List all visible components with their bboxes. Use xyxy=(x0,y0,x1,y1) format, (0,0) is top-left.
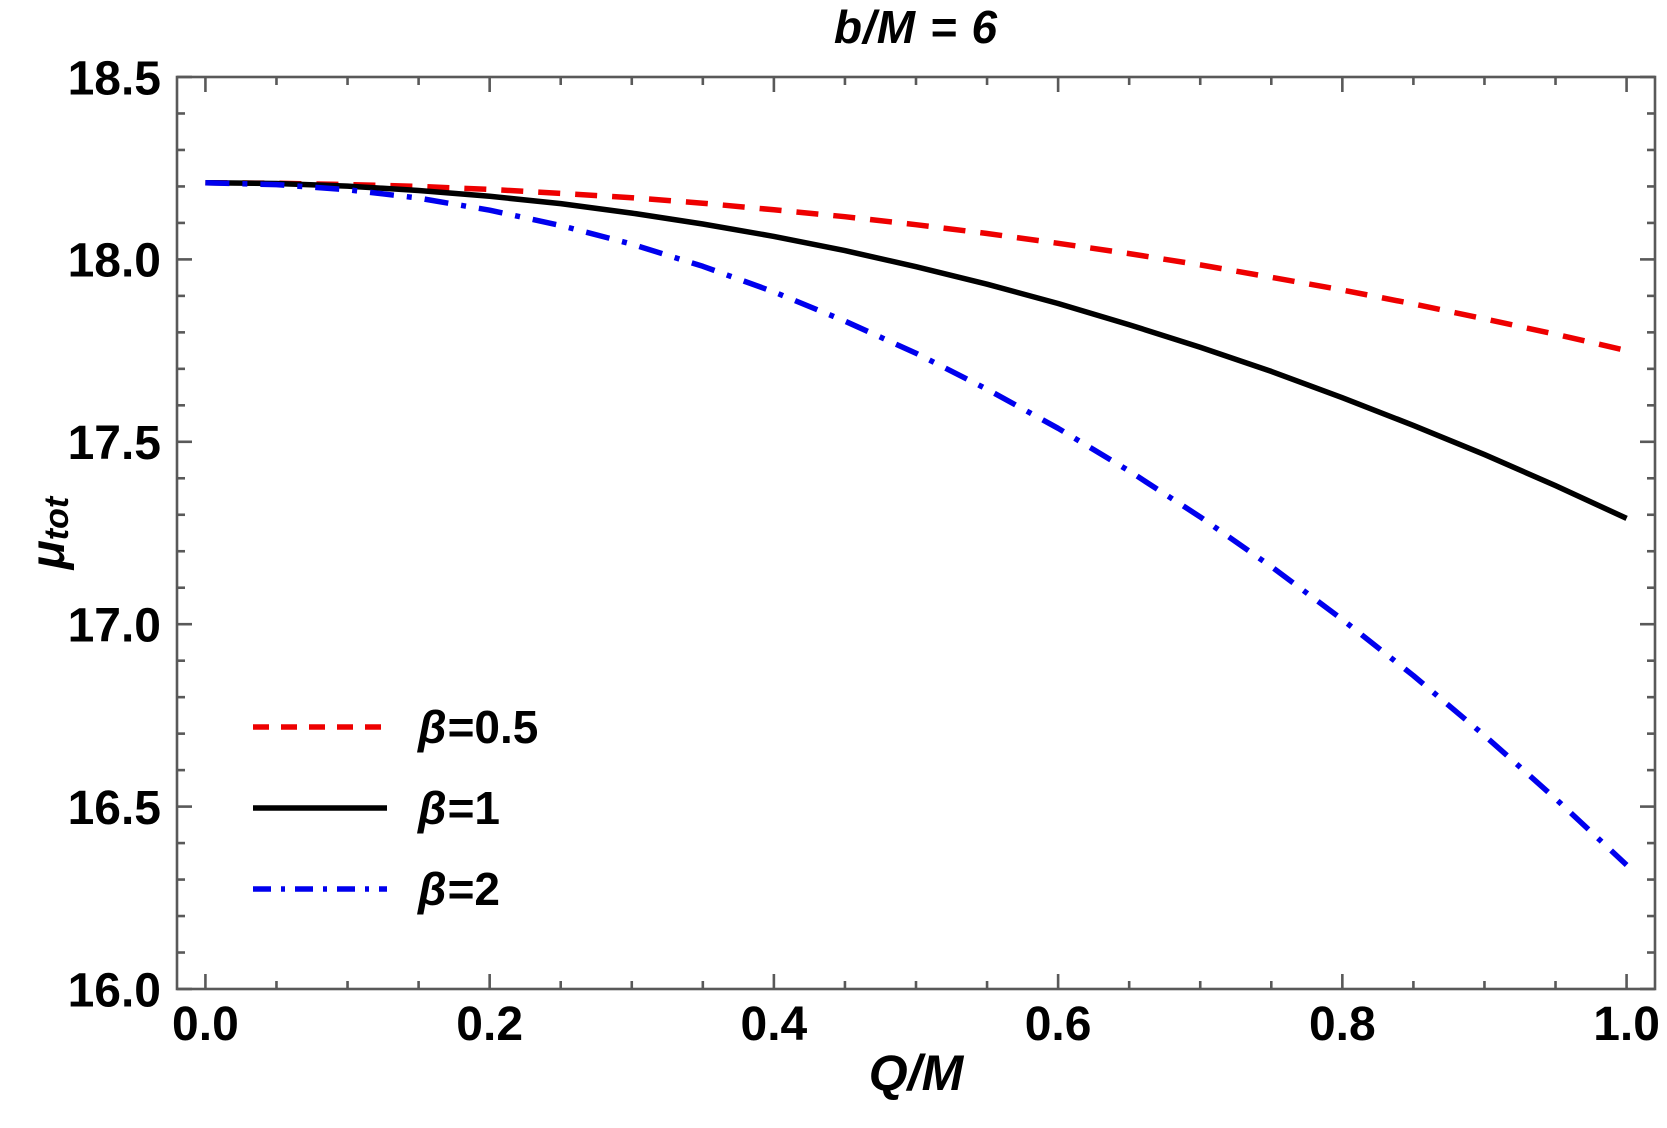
legend-label: β=1 xyxy=(418,781,501,834)
legend-line-sample-solid xyxy=(253,804,387,811)
y-tick-label: 17.5 xyxy=(68,417,161,470)
legend-item-beta-0.5: β=0.5 xyxy=(250,686,538,767)
x-tick-label: 0.2 xyxy=(456,998,523,1051)
legend-label: β=0.5 xyxy=(418,700,539,753)
x-tick-label: 0.0 xyxy=(172,998,239,1051)
y-tick-label: 16.0 xyxy=(68,964,161,1017)
plot-frame xyxy=(175,75,1657,991)
legend: β=0.5 β=1 β=2 xyxy=(250,686,538,929)
y-tick-label: 17.0 xyxy=(68,599,161,652)
curve-beta-0.5 xyxy=(205,180,1628,354)
x-tick-label: 0.6 xyxy=(1025,998,1092,1051)
legend-label: β=2 xyxy=(418,862,501,915)
legend-line-sample-dashdot xyxy=(253,885,387,892)
y-tick-label: 18.0 xyxy=(68,235,161,288)
legend-item-beta-1: β=1 xyxy=(250,767,538,848)
y-tick-label: 18.5 xyxy=(68,52,161,105)
legend-line-sample-dashed xyxy=(253,723,387,730)
x-axis-label: Q/M xyxy=(868,1045,964,1101)
legend-item-beta-2: β=2 xyxy=(250,848,538,929)
curve-beta-2 xyxy=(205,180,1629,868)
chart-title: b/M = 6 xyxy=(833,1,999,53)
curve-beta-1 xyxy=(205,180,1628,521)
y-tick-label: 16.5 xyxy=(68,782,161,835)
x-tick-label: 0.4 xyxy=(741,998,808,1051)
x-tick-label: 0.8 xyxy=(1309,998,1376,1051)
x-tick-label: 1.0 xyxy=(1593,998,1660,1051)
